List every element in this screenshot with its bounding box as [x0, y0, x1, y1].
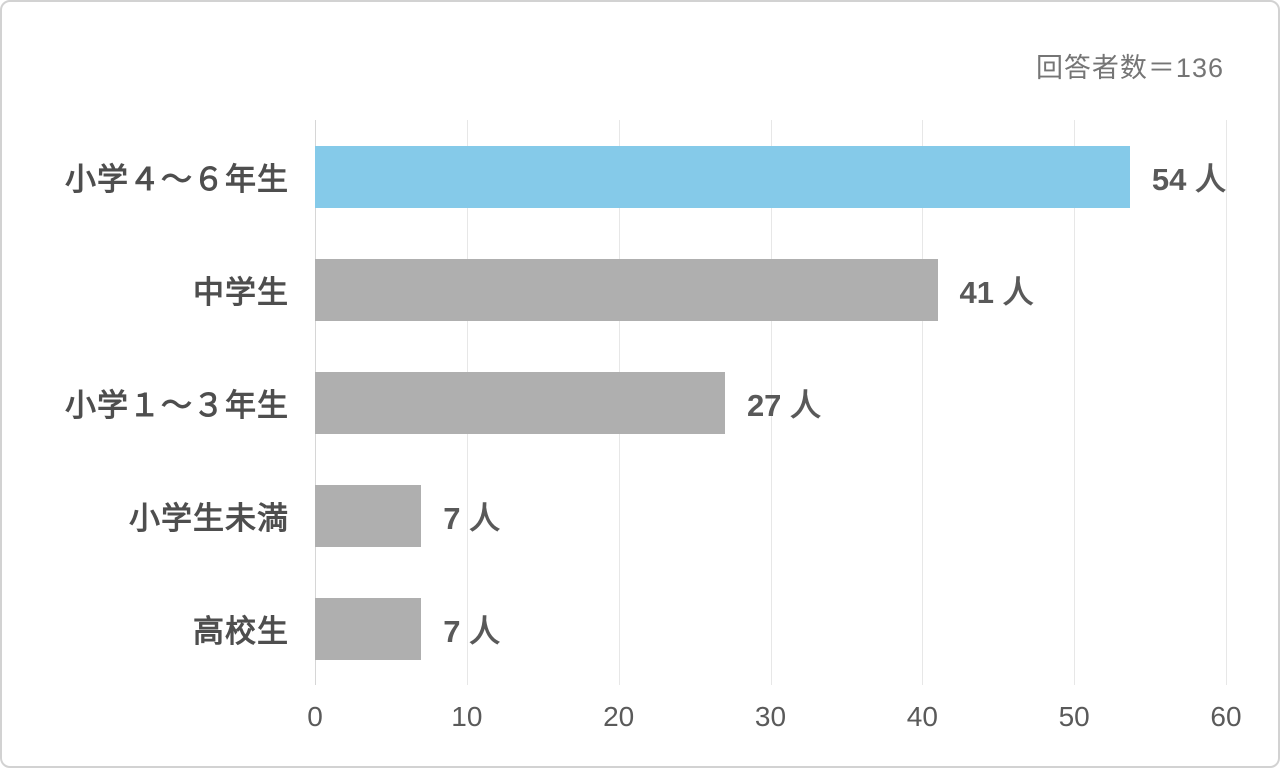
- value-label: 7 人: [443, 501, 501, 536]
- bar-high-school: [315, 597, 422, 660]
- bar-row: 小学１～３年生 27 人: [2, 346, 1226, 459]
- category-label: 高校生: [193, 614, 289, 649]
- x-tick-label: 10: [451, 701, 483, 732]
- x-tick-label: 50: [1058, 701, 1090, 732]
- value-label: 54 人: [1151, 162, 1226, 197]
- value-label: 7 人: [443, 614, 501, 649]
- respondent-count-annotation: 回答者数＝136: [1035, 53, 1224, 83]
- bar-junior-high: [315, 258, 938, 321]
- bar-row: 中学生 41 人: [2, 233, 1226, 346]
- gridline-60: [1226, 120, 1227, 685]
- bar-track: 54 人: [315, 120, 1226, 233]
- x-tick-label: 30: [754, 701, 787, 732]
- gridline-30: [770, 120, 772, 685]
- bar-row: 小学４～６年生 54 人: [2, 120, 1226, 233]
- value-label: 41 人: [959, 275, 1034, 310]
- bar-track: 7 人: [315, 459, 1226, 572]
- x-tick-label: 60: [1210, 701, 1242, 732]
- gridline-40: [922, 120, 924, 685]
- category-label: 中学生: [193, 275, 289, 310]
- category-label: 小学１～３年生: [65, 388, 289, 423]
- bar-pre-elementary: [315, 484, 422, 547]
- value-label: 27 人: [746, 388, 822, 423]
- x-tick-label: 0: [307, 701, 323, 732]
- bar-track: 7 人: [315, 572, 1226, 685]
- plot-area: 小学４～６年生 54 人 中学生 41 人 小学１～３年生 27 人 小学生未満: [2, 120, 1226, 685]
- x-tick-label: 40: [906, 701, 938, 732]
- bar-track: 27 人: [315, 346, 1226, 459]
- bar-row: 小学生未満 7 人: [2, 459, 1226, 572]
- bar-elementary-1-3: [315, 371, 725, 434]
- bar-elementary-4-6: [315, 145, 1130, 208]
- x-axis: 0 10 20 30 40 50 60: [307, 685, 1241, 745]
- bar-track: 41 人: [315, 233, 1226, 346]
- category-label: 小学生未満: [129, 501, 289, 536]
- x-tick-label: 20: [603, 701, 635, 732]
- category-label: 小学４～６年生: [65, 162, 289, 197]
- bar-row: 高校生 7 人: [2, 572, 1226, 685]
- gridline-50: [1074, 120, 1076, 685]
